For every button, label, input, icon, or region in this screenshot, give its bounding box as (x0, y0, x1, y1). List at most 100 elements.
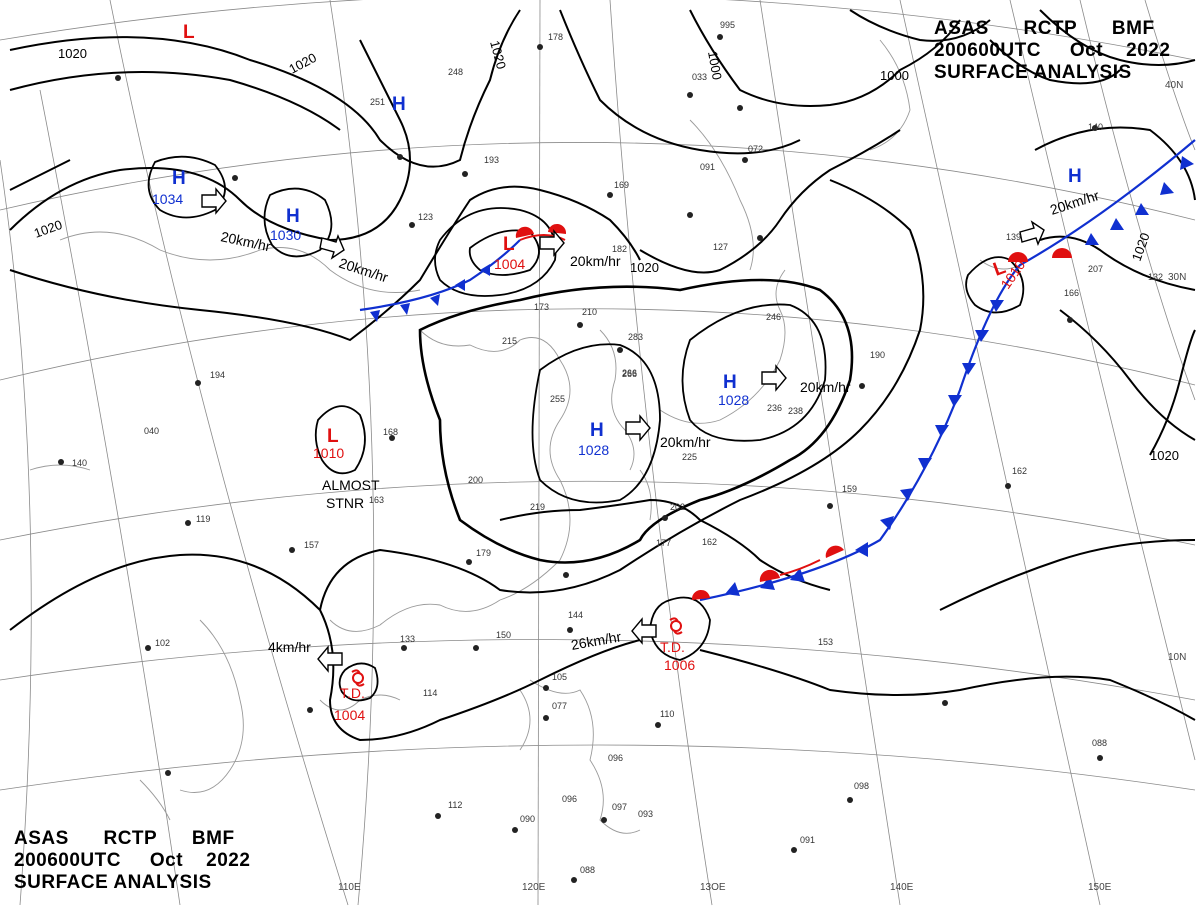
high-pressure-value: 1028 (578, 442, 609, 458)
station-value: 173 (534, 302, 549, 312)
station-value: 127 (713, 242, 728, 252)
header-line-3: SURFACE ANALYSIS (934, 62, 1132, 83)
header-line-2: 200600UTC Oct 2022 (14, 850, 274, 872)
pressure-system-l-1010-west: L 1010 ALMOST STNR (313, 426, 380, 511)
station-value: 159 (842, 484, 857, 494)
header-year: 2022 (1126, 40, 1171, 61)
station-value: 040 (144, 426, 159, 436)
station-value: 110 (660, 709, 674, 719)
station-value: 139 (1006, 232, 1021, 242)
header-code: BMF (1111, 18, 1155, 39)
parallel-lines (0, 0, 1196, 791)
station-value: 088 (1092, 738, 1107, 748)
header-line-2: 200600UTC Oct 2022 (934, 40, 1184, 62)
station-value: 088 (580, 865, 595, 875)
high-symbol: H (1068, 166, 1082, 187)
td-pressure-value: 1006 (664, 657, 695, 673)
station-value: 162 (1012, 466, 1027, 476)
station-value: 210 (582, 307, 597, 317)
high-symbol: H (590, 420, 604, 441)
station-value: 096 (562, 794, 577, 804)
high-symbol: H (723, 372, 737, 393)
station-value: 033 (692, 72, 707, 82)
station-value: 179 (476, 548, 491, 558)
warm-front-east (691, 248, 1072, 600)
header-year: 2022 (206, 850, 251, 871)
station-observations: 248 251 193 178 169 182 210 173 215 194 … (72, 20, 1163, 875)
longitude-label: 13OE (700, 882, 726, 893)
station-value: 072 (748, 144, 763, 154)
station-value: 096 (608, 753, 623, 763)
header-line-3: SURFACE ANALYSIS (14, 872, 212, 893)
low-pressure-value: 1010 (313, 445, 344, 461)
td-pressure-value: 1004 (334, 707, 365, 723)
station-value: 090 (520, 814, 535, 824)
analysis-header-bottom: ASAS RCTP BMF 200600UTC Oct 2022 SURFACE… (14, 828, 274, 894)
station-value: 190 (870, 350, 885, 360)
station-value: 097 (612, 802, 627, 812)
station-value: 194 (210, 370, 225, 380)
station-value: 119 (196, 514, 210, 524)
station-value: 178 (548, 32, 563, 42)
header-code: BMF (191, 828, 235, 849)
station-value: 169 (614, 180, 629, 190)
longitude-label: 150E (1088, 882, 1112, 893)
header-time: 200600UTC (14, 850, 121, 871)
header-station: RCTP (103, 828, 158, 849)
header-station: RCTP (1023, 18, 1078, 39)
isobar-label: 1020 (630, 260, 659, 275)
station-value: 098 (854, 781, 869, 791)
isobar-label: 1020 (1150, 448, 1179, 463)
station-value: 091 (800, 835, 815, 845)
station-value: 182 (612, 244, 627, 254)
pressure-system-td-1004: T.D. 1004 4km/hr (268, 639, 365, 723)
td-symbol: T.D. (340, 685, 365, 701)
isobar-label: 1000 (880, 68, 909, 83)
isobars (9, 9, 1196, 742)
station-value: 236 (767, 403, 782, 413)
station-value: 200 (468, 475, 483, 485)
pressure-system-l-1004: L 1004 20km/hr (494, 234, 621, 272)
pressure-system-l-north: L (183, 22, 195, 43)
station-value: 140 (72, 458, 87, 468)
station-value: 255 (550, 394, 565, 404)
motion-speed: 20km/hr (800, 379, 851, 395)
header-month: Oct (1069, 40, 1104, 61)
motion-speed: 4km/hr (268, 639, 311, 655)
station-value: 225 (682, 452, 697, 462)
latitude-label: 30N (1168, 272, 1186, 283)
stnr-label: STNR (326, 495, 364, 511)
motion-speed: 20km/hr (660, 434, 711, 450)
station-value: 177 (656, 538, 671, 548)
station-value: 093 (638, 809, 653, 819)
station-value: 112 (448, 800, 462, 810)
low-symbol: L (327, 426, 339, 447)
station-value: 133 (400, 634, 415, 644)
station-value: 157 (304, 540, 319, 550)
header-source: ASAS (14, 828, 69, 849)
station-value: 193 (484, 155, 499, 165)
header-time: 200600UTC (934, 40, 1041, 61)
station-value: 246 (766, 312, 781, 322)
station-value: 114 (423, 688, 437, 698)
header-line-1: ASAS RCTP BMF (14, 828, 274, 850)
station-value: 266 (622, 368, 637, 378)
front-northern-low (359, 223, 567, 322)
station-value: 266 (622, 369, 637, 379)
analysis-header-top: ASAS RCTP BMF 200600UTC Oct 2022 SURFACE… (934, 18, 1184, 84)
station-value: 162 (702, 537, 717, 547)
station-value: 238 (788, 406, 803, 416)
grid-labels: 110E 120E 13OE 140E 150E 40N 30N 10N (338, 80, 1186, 893)
station-value: 091 (700, 162, 715, 172)
low-pressure-value: 1004 (494, 256, 525, 272)
high-pressure-value: 1030 (270, 227, 301, 243)
longitude-label: 110E (338, 882, 361, 893)
high-symbol: H (286, 206, 300, 227)
station-value: 123 (418, 212, 433, 222)
station-value: 166 (1064, 288, 1079, 298)
station-value: 207 (1088, 264, 1103, 274)
header-line-1: ASAS RCTP BMF (934, 18, 1184, 40)
station-value: 153 (818, 637, 833, 647)
